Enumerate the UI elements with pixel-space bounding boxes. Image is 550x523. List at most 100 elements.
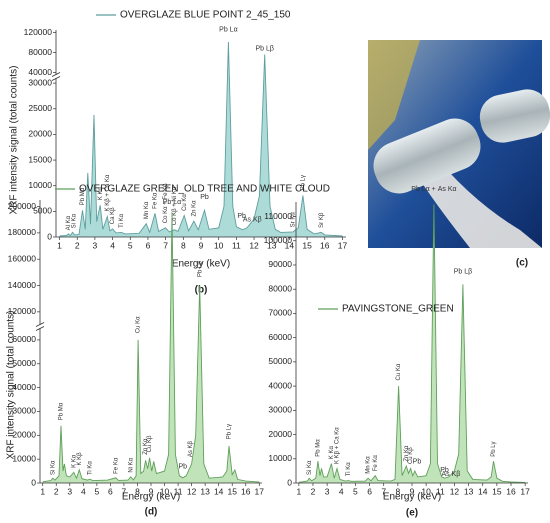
x-tick-label: 5 xyxy=(353,486,358,496)
y-tick-label: 5000 xyxy=(33,206,52,216)
peak-label: Si Kα xyxy=(50,460,56,475)
x-tick-label: 10 xyxy=(214,240,224,250)
x-tick-label: 11 xyxy=(232,240,241,250)
x-tick-label: 10 xyxy=(421,486,431,496)
peak-label: Al Kα xyxy=(66,215,72,230)
photo xyxy=(368,40,550,248)
x-tick-label: 8 xyxy=(181,240,186,250)
peak-label: Pb Lγ xyxy=(227,424,233,439)
spectrum-line xyxy=(298,204,526,483)
peak-label: Pb Lγ xyxy=(491,441,497,456)
x-tick-label: 14 xyxy=(285,240,295,250)
peak-label: Pb Mα xyxy=(80,187,86,205)
x-tick-label: 14 xyxy=(214,486,224,496)
x-tick-label: 7 xyxy=(122,486,127,496)
x-tick-label: 14 xyxy=(478,486,488,496)
x-tick-label: 2 xyxy=(54,486,59,496)
peak-label: Si Kα xyxy=(71,213,77,228)
x-tick-label: 9 xyxy=(410,486,415,496)
axis-break xyxy=(35,322,45,327)
peak-label: Pb Lβ xyxy=(197,261,203,277)
peak-label: Sr Kβ xyxy=(319,212,325,228)
peak-label: Cu Kβ xyxy=(408,447,414,464)
x-tick-label: 1 xyxy=(296,486,301,496)
peak-label: Pb xyxy=(200,194,209,201)
peak-label: Pb xyxy=(413,459,422,466)
peak-label: Ni Kα xyxy=(128,457,134,472)
peak-label: Pb xyxy=(237,213,246,220)
x-tick-label: 16 xyxy=(320,240,330,250)
peak-label: K Kα xyxy=(329,446,335,460)
photo-rod xyxy=(373,118,481,194)
peak-label: Pb Lα xyxy=(163,199,181,206)
peak-label: Si Kα xyxy=(307,460,313,475)
y-tick-label: 60000 xyxy=(268,332,292,342)
peak-label: K Kβ + Ca Kα xyxy=(105,174,111,211)
x-tick-label: 16 xyxy=(506,486,516,496)
peak-label: Zn Kα xyxy=(143,438,149,455)
y-axis-label: XRF intensity signal (total counts) xyxy=(9,66,20,215)
x-tick-label: 11 xyxy=(174,486,183,496)
peak-label: K Kα xyxy=(98,186,104,200)
peak-label: Fe Kα xyxy=(373,455,379,472)
spectrum-area xyxy=(59,42,343,237)
x-tick-label: 9 xyxy=(199,240,204,250)
y-tick-label: 20000 xyxy=(12,430,36,440)
y-tick-label: 10000 xyxy=(12,453,36,463)
x-tick-label: 2 xyxy=(75,240,80,250)
x-tick-label: 11 xyxy=(436,486,445,496)
x-tick-label: 12 xyxy=(450,486,460,496)
axis-break xyxy=(35,326,45,331)
peak-label: As Kβ xyxy=(441,471,460,478)
x-tick-label: 7 xyxy=(163,240,168,250)
y-tick-label: 0 xyxy=(31,477,36,487)
panel-label: (b) xyxy=(195,285,208,296)
x-tick-label: 15 xyxy=(492,486,502,496)
peak-label: Ti Kα xyxy=(88,461,94,475)
y-tick-label: 25000 xyxy=(28,103,52,113)
x-axis-label: Energy (keV) xyxy=(383,492,441,503)
x-tick-label: 1 xyxy=(40,486,45,496)
x-tick-label: 6 xyxy=(367,486,372,496)
y-tick-label: 50000 xyxy=(12,358,36,368)
x-tick-label: 13 xyxy=(464,486,474,496)
y-tick-label: 0 xyxy=(287,477,292,487)
y-tick-label: 20000 xyxy=(268,429,292,439)
x-tick-label: 7 xyxy=(381,486,386,496)
peak-label: Cu Kα xyxy=(136,316,142,333)
y-tick-label: 160000 xyxy=(8,253,37,263)
peak-label: Pb xyxy=(179,464,188,471)
x-tick-label: 12 xyxy=(187,486,197,496)
y-tick-label: 50000 xyxy=(268,356,292,366)
peak-label: Co Kβ + Ni Kα xyxy=(172,186,178,225)
x-tick-label: 9 xyxy=(149,486,154,496)
spectrum-line xyxy=(42,213,260,483)
y-tick-label: 120000 xyxy=(8,306,37,316)
x-tick-label: 4 xyxy=(81,486,86,496)
peak-label: Pb Lβ xyxy=(255,45,273,52)
y-tick-label: 40000 xyxy=(12,382,36,392)
legend-label: OVERGLAZE BLUE POINT 2_45_150 xyxy=(120,10,291,21)
peak-label: Co Kα + Fe Kβ xyxy=(163,183,169,223)
y-tick-label: 80000 xyxy=(268,283,292,293)
peak-label: Mn Kα xyxy=(144,201,150,219)
x-tick-label: 15 xyxy=(302,240,312,250)
y-tick-label: 80000 xyxy=(28,47,52,57)
y-tick-label: 20000 xyxy=(28,129,52,139)
y-tick-label: 0 xyxy=(47,231,52,241)
x-tick-label: 8 xyxy=(135,486,140,496)
peak-label: Cu Kβ xyxy=(147,435,153,452)
peak-label: Pb xyxy=(440,467,449,474)
y-tick-label: 10000 xyxy=(268,453,292,463)
peak-label: Ti Kα xyxy=(119,213,125,227)
peak-label: Zn Kα xyxy=(192,200,198,217)
y-tick-label: 40000 xyxy=(28,67,52,77)
x-tick-label: 6 xyxy=(108,486,113,496)
peak-label: Pb Lα xyxy=(219,26,237,33)
peak-label: Fe Kα xyxy=(113,457,119,474)
x-tick-label: 1 xyxy=(57,240,62,250)
x-tick-label: 13 xyxy=(267,240,277,250)
peak-label: Ti Kα xyxy=(346,462,352,476)
photo-yellow xyxy=(368,40,420,150)
